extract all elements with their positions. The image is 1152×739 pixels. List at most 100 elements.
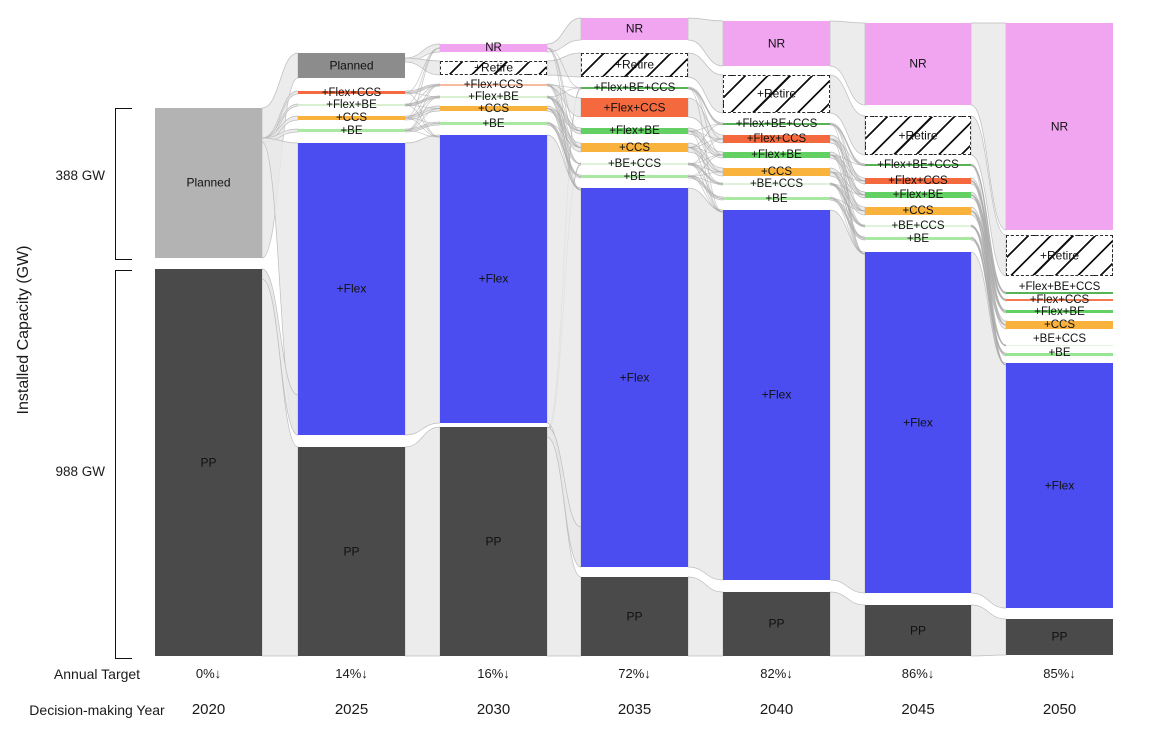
flow-curve bbox=[546, 123, 582, 191]
annual-target-2045: 86%↓ bbox=[901, 666, 935, 681]
flow-curve bbox=[546, 87, 582, 98]
segment-2035-flex_ccs: +Flex+CCS bbox=[581, 98, 688, 117]
segment-2035-ccs: +CCS bbox=[581, 141, 688, 153]
bracket-label-988-gw: 988 GW bbox=[55, 464, 105, 479]
segment-label-2030-retire: +Retire bbox=[473, 60, 514, 75]
annual-target-2050: 85%↓ bbox=[1043, 666, 1076, 681]
year-label-2030: 2030 bbox=[476, 701, 511, 718]
flow-retire bbox=[829, 74, 866, 156]
segment-2030-ccs: +CCS bbox=[440, 102, 547, 114]
flow-curve bbox=[829, 198, 866, 255]
segment-label-2045-be_ccs: +BE+CCS bbox=[891, 219, 945, 232]
segment-label-2045-flex_be: +Flex+BE bbox=[892, 188, 944, 201]
flow-pp-to-flex bbox=[261, 268, 299, 436]
segment-label-2040-flex: +Flex bbox=[761, 387, 792, 402]
segment-2030-flex_ccs: +Flex+CCS bbox=[440, 79, 547, 91]
year-label-2025: 2025 bbox=[334, 701, 369, 718]
segment-2030-retire: +Retire bbox=[440, 61, 547, 75]
flow-curve bbox=[687, 87, 724, 156]
flow-curve bbox=[829, 183, 866, 255]
flow-retire bbox=[546, 52, 582, 78]
segment-2040-flex_ccs: +Flex+CCS bbox=[723, 132, 830, 145]
flow-pp bbox=[404, 426, 441, 657]
segment-label-2050-retire: +Retire bbox=[1039, 248, 1080, 263]
annual-target-2025: 14%↓ bbox=[335, 666, 368, 681]
y-axis-title: Installed Capacity (GW) bbox=[15, 245, 32, 415]
segment-label-2030-flex_be: +Flex+BE bbox=[468, 90, 519, 103]
segment-2040-flex_be_ccs: +Flex+BE+CCS bbox=[723, 118, 830, 130]
flow-flex bbox=[404, 134, 441, 436]
segment-label-2050-be: +BE bbox=[1048, 346, 1071, 359]
segment-2045-ccs: +CCS bbox=[865, 205, 971, 217]
flow-curve bbox=[687, 123, 724, 148]
segment-label-2045-nr: NR bbox=[909, 56, 927, 71]
segment-label-2040-nr: NR bbox=[767, 36, 786, 51]
segment-2040-flex: +Flex bbox=[723, 210, 830, 580]
flow-curve bbox=[970, 210, 1007, 366]
segment-2030-be: +BE bbox=[440, 117, 547, 129]
segment-label-2050-pp: PP bbox=[1051, 629, 1068, 644]
annual-target-2040: 82%↓ bbox=[760, 666, 793, 681]
segment-label-2035-be_ccs: +BE+CCS bbox=[607, 157, 662, 170]
segment-2030-flex_be: +Flex+BE bbox=[440, 91, 547, 103]
segment-label-2030-be: +BE bbox=[482, 117, 505, 130]
flow-retire bbox=[970, 115, 1007, 277]
flow-curve bbox=[829, 138, 866, 255]
segment-2035-nr: NR bbox=[581, 18, 688, 40]
segment-label-2045-flex_be_ccs: +Flex+BE+CCS bbox=[877, 158, 959, 171]
segment-label-2035-flex: +Flex bbox=[619, 370, 650, 385]
segment-label-2040-be: +BE bbox=[765, 192, 788, 205]
segment-2020-planned: Planned bbox=[155, 108, 262, 258]
segment-2035-retire: +Retire bbox=[581, 53, 688, 77]
segment-label-2050-flex: +Flex bbox=[1044, 478, 1075, 493]
segment-label-2035-nr: NR bbox=[625, 21, 644, 36]
segment-2045-be: +BE bbox=[865, 232, 971, 244]
segment-2030-nr: NR bbox=[440, 42, 547, 54]
flow-curve bbox=[829, 123, 866, 255]
segment-label-2040-flex_ccs: +Flex+CCS bbox=[746, 132, 807, 145]
year-label-2020: 2020 bbox=[191, 701, 226, 718]
segment-label-2040-flex_be_ccs: +Flex+BE+CCS bbox=[735, 117, 818, 130]
flow-curve bbox=[546, 47, 582, 191]
segment-2040-retire: +Retire bbox=[723, 75, 830, 113]
segment-label-2030-ccs: +CCS bbox=[478, 102, 509, 115]
segment-label-2045-retire: +Retire bbox=[898, 128, 938, 143]
segment-2035-flex_be: +Flex+BE bbox=[581, 124, 688, 137]
segment-label-2025-flex_be: +Flex+BE bbox=[326, 98, 377, 111]
segment-label-2035-flex_ccs: +Flex+CCS bbox=[603, 100, 666, 115]
segment-2050-flex_be: +Flex+BE bbox=[1006, 305, 1113, 317]
flow-curve bbox=[687, 154, 724, 177]
bracket-988-gw bbox=[115, 270, 132, 659]
flow-nr bbox=[687, 17, 724, 67]
segment-label-2030-pp: PP bbox=[485, 534, 502, 549]
segment-2045-flex: +Flex bbox=[865, 252, 971, 593]
segment-2025-ccs: +CCS bbox=[298, 112, 405, 124]
annual-target-2035: 72%↓ bbox=[618, 666, 651, 681]
segment-2025-flex_ccs: +Flex+CCS bbox=[298, 86, 405, 98]
segment-label-2045-flex_ccs: +Flex+CCS bbox=[888, 174, 948, 187]
flow-curve bbox=[687, 130, 724, 213]
segment-2045-flex_be: +Flex+BE bbox=[865, 188, 971, 201]
segment-label-2040-flex_be: +Flex+BE bbox=[751, 148, 802, 161]
bracket-388-gw bbox=[115, 108, 132, 260]
segment-2050-be_ccs: +BE+CCS bbox=[1006, 332, 1113, 346]
segment-label-2035-pp: PP bbox=[626, 609, 643, 624]
segment-2045-flex_be_ccs: +Flex+BE+CCS bbox=[865, 159, 971, 171]
flow-curve bbox=[687, 176, 724, 213]
flow-curve bbox=[404, 104, 441, 138]
annual-target-2020: 0%↓ bbox=[195, 666, 222, 681]
segment-2040-be_ccs: +BE+CCS bbox=[723, 178, 830, 190]
segment-2040-be: +BE bbox=[723, 192, 830, 204]
segment-2035-be_ccs: +BE+CCS bbox=[581, 158, 688, 170]
flow-flex bbox=[829, 209, 866, 594]
segment-2035-flex: +Flex bbox=[581, 188, 688, 567]
segment-2050-ccs: +CCS bbox=[1006, 319, 1113, 331]
segment-label-2040-pp: PP bbox=[768, 616, 785, 631]
segment-label-2035-be: +BE bbox=[623, 170, 646, 183]
segment-label-2035-flex_be: +Flex+BE bbox=[609, 124, 660, 137]
segment-2045-retire: +Retire bbox=[865, 116, 971, 155]
annual-target-row-label: Annual Target bbox=[53, 666, 141, 682]
flow-nr bbox=[970, 22, 1007, 231]
